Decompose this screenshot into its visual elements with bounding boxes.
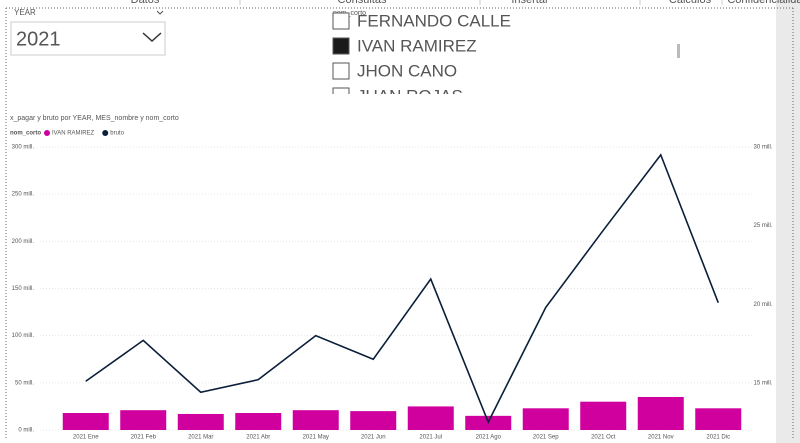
line [85, 153, 719, 425]
ribbon-tab: Insertar [511, 0, 549, 6]
x-tick-label: 2021 Ene [73, 435, 99, 441]
legend-label: IVAN RAMIREZ [52, 131, 95, 137]
x-tick-label: 2021 Jun [361, 435, 386, 441]
list-item: FERNANDO CALLE [357, 11, 511, 30]
chart-title: x_pagar y bruto por YEAR, MES_nombre y n… [10, 115, 179, 122]
list-header: nom_corto [333, 10, 366, 17]
x-tick-label: 2021 Abr [246, 435, 270, 441]
y-tick-label: 150 mill. [12, 286, 35, 292]
slicer-chevron[interactable] [156, 10, 164, 15]
dropdown-arrow [142, 32, 162, 43]
bar [292, 410, 339, 430]
list-item: JHON CANO [357, 61, 457, 80]
bar [695, 408, 742, 430]
bar [637, 396, 684, 430]
y2-tick-label: 20 mill. [753, 302, 772, 308]
list-item: IVAN RAMIREZ [357, 36, 477, 55]
y-tick-label: 100 mill. [12, 333, 35, 339]
x-tick-label: 2021 Nov [648, 435, 674, 441]
checkbox[interactable] [332, 37, 350, 55]
bar [580, 401, 627, 430]
bar [235, 413, 282, 430]
slicer-label: YEAR [14, 8, 36, 17]
checkbox[interactable] [332, 62, 350, 80]
legend-title: nom_corto [10, 131, 41, 137]
x-tick-label: 2021 Jul [419, 435, 442, 441]
scrollbar[interactable] [677, 44, 680, 58]
y-tick-label: 50 mill. [15, 380, 34, 386]
bar [62, 413, 109, 430]
ribbon-tab: Datos [131, 0, 160, 6]
bar [522, 408, 569, 430]
ribbon-tab: Confidencialidad [727, 0, 800, 6]
x-tick-label: 2021 Oct [591, 435, 616, 441]
ribbon-tab: Cálculos [669, 0, 712, 6]
list-item: JUAN ROJAS [357, 86, 463, 105]
y-tick-label: 0 mill. [18, 428, 34, 434]
bar [350, 411, 397, 430]
legend-label: bruto [110, 131, 124, 137]
checkbox[interactable] [332, 12, 350, 30]
x-tick-label: 2021 Mar [188, 435, 213, 441]
y2-tick-label: 25 mill. [753, 223, 772, 229]
bar [407, 406, 454, 430]
legend-swatch [44, 130, 50, 136]
y-tick-label: 250 mill. [12, 192, 35, 198]
side-pane [776, 0, 800, 443]
x-tick-label: 2021 May [303, 435, 329, 441]
checkbox[interactable] [332, 87, 350, 104]
slicer-value: 2021 [16, 28, 61, 50]
x-tick-label: 2021 Ago [476, 435, 502, 441]
x-tick-label: 2021 Sep [533, 435, 559, 441]
bar [177, 413, 224, 430]
legend-swatch [102, 130, 109, 136]
y-tick-label: 300 mill. [12, 145, 35, 151]
x-tick-label: 2021 Dic [706, 435, 730, 441]
ribbon-tab: Consultas [338, 0, 387, 6]
x-tick-label: 2021 Feb [131, 435, 157, 441]
y2-tick-label: 15 mill. [753, 380, 772, 386]
y2-tick-label: 30 mill. [753, 145, 772, 151]
y-tick-label: 200 mill. [12, 239, 35, 245]
slicer-dropdown[interactable] [10, 21, 166, 56]
bar [120, 410, 167, 430]
